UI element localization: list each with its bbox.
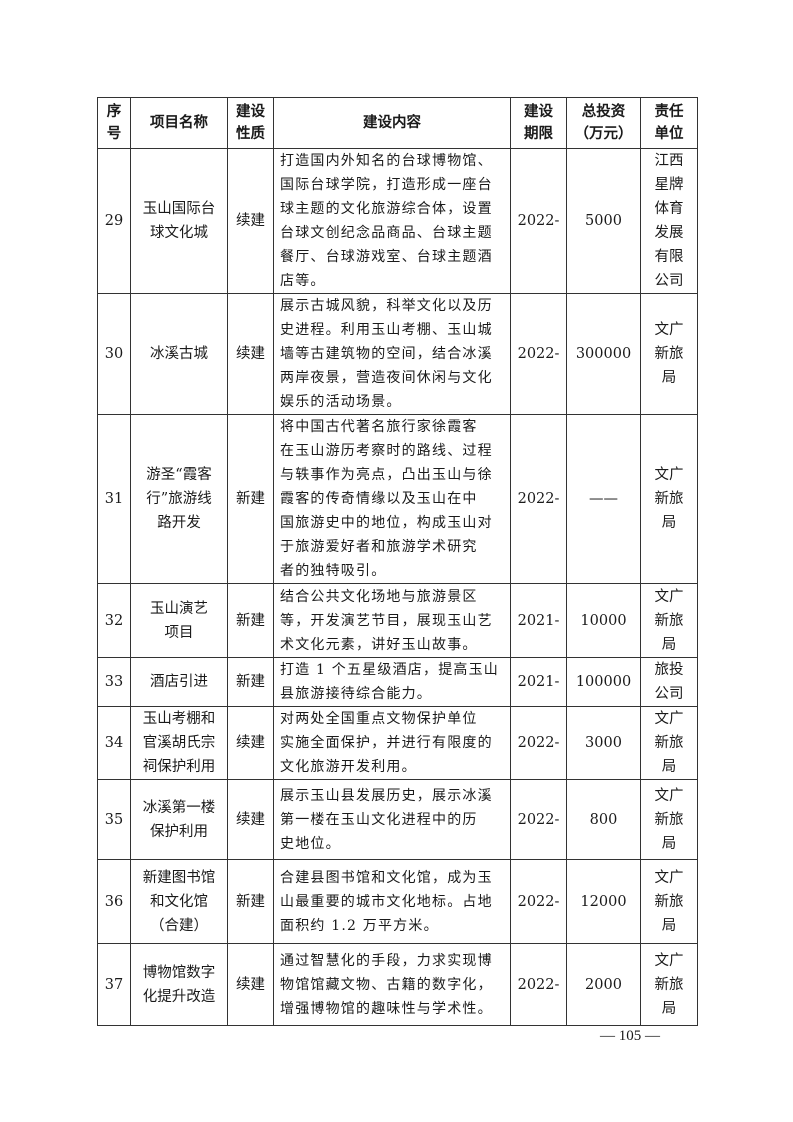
row-number: 36 — [97, 859, 131, 944]
row-number: 30 — [97, 293, 131, 415]
row-number: 33 — [97, 657, 131, 707]
project-table: 序 号 项目名称 建设 性质 建设内容 建设 期限 总投资 （万元） 责任 单位… — [97, 97, 698, 1026]
project-name: 游圣“霞客 行”旅游线 路开发 — [130, 414, 228, 584]
header-investment: 总投资 （万元） — [566, 97, 641, 149]
table-row: 32 玉山演艺 项目 新建 结合公共文化场地与旅游景区 等，开发演艺节目，展现玉山艺 … — [97, 583, 698, 658]
construction-period: 2022- — [510, 293, 567, 415]
construction-content: 对两处全国重点文物保护单位 实施全面保护，并进行有限度的 文化旅游开发利用。 — [273, 706, 511, 780]
header-type: 建设 性质 — [227, 97, 274, 149]
header-no: 序 号 — [97, 97, 131, 149]
construction-content: 展示玉山县发展历史，展示冰溪 第一楼在玉山文化进程中的历 史地位。 — [273, 779, 511, 860]
construction-period: 2022- — [510, 779, 567, 860]
construction-period: 2021- — [510, 657, 567, 707]
total-investment: 100000 — [566, 657, 641, 707]
construction-type: 续建 — [227, 706, 274, 780]
table-row: 31 游圣“霞客 行”旅游线 路开发 新建 将中国古代著名旅行家徐霞客 在玉山游历考察… — [97, 414, 698, 584]
total-investment: 300000 — [566, 293, 641, 415]
table-row: 33 酒店引进 新建 打造 1 个五星级酒店，提高玉山 县旅游接待综合能力。 2021-… — [97, 657, 698, 707]
construction-period: 2022- — [510, 148, 567, 294]
construction-content: 展示古城风貌，科举文化以及历 史进程。利用玉山考棚、玉山城 墙等古建筑物的空间，… — [273, 293, 511, 415]
construction-type: 续建 — [227, 779, 274, 860]
construction-content: 打造国内外知名的台球博物馆、 国际台球学院，打造形成一座台 球主题的文化旅游综合… — [273, 148, 511, 294]
project-name: 冰溪第一楼 保护利用 — [130, 779, 228, 860]
responsible-unit: 文广 新旅 局 — [640, 943, 698, 1026]
responsible-unit: 文广 新旅 局 — [640, 583, 698, 658]
total-investment: —— — [566, 414, 641, 584]
construction-type: 新建 — [227, 859, 274, 944]
header-row: 序 号 项目名称 建设 性质 建设内容 建设 期限 总投资 （万元） 责任 单位 — [97, 97, 698, 149]
page-number: — 105 — — [600, 1028, 660, 1044]
construction-type: 续建 — [227, 943, 274, 1026]
project-name: 新建图书馆 和文化馆 （合建） — [130, 859, 228, 944]
total-investment: 12000 — [566, 859, 641, 944]
row-number: 34 — [97, 706, 131, 780]
construction-content: 结合公共文化场地与旅游景区 等，开发演艺节目，展现玉山艺 术文化元素，讲好玉山故… — [273, 583, 511, 658]
construction-content: 合建县图书馆和文化馆，成为玉 山最重要的城市文化地标。占地 面积约 1.2 万平… — [273, 859, 511, 944]
project-name: 玉山演艺 项目 — [130, 583, 228, 658]
project-name: 冰溪古城 — [130, 293, 228, 415]
row-number: 31 — [97, 414, 131, 584]
total-investment: 800 — [566, 779, 641, 860]
responsible-unit: 文广 新旅 局 — [640, 706, 698, 780]
row-number: 32 — [97, 583, 131, 658]
construction-period: 2022- — [510, 943, 567, 1026]
construction-period: 2022- — [510, 859, 567, 944]
responsible-unit: 旅投 公司 — [640, 657, 698, 707]
row-number: 35 — [97, 779, 131, 860]
header-content: 建设内容 — [273, 97, 511, 149]
header-unit: 责任 单位 — [640, 97, 698, 149]
project-name: 博物馆数字 化提升改造 — [130, 943, 228, 1026]
responsible-unit: 文广 新旅 局 — [640, 414, 698, 584]
table-row: 37 博物馆数字 化提升改造 续建 通过智慧化的手段，力求实现博 物馆馆藏文物、古籍的… — [97, 943, 698, 1026]
row-number: 29 — [97, 148, 131, 294]
project-name: 酒店引进 — [130, 657, 228, 707]
total-investment: 5000 — [566, 148, 641, 294]
table-row: 36 新建图书馆 和文化馆 （合建） 新建 合建县图书馆和文化馆，成为玉 山最重要的城… — [97, 859, 698, 944]
responsible-unit: 文广 新旅 局 — [640, 779, 698, 860]
responsible-unit: 江西 星牌 体育 发展 有限 公司 — [640, 148, 698, 294]
total-investment: 10000 — [566, 583, 641, 658]
total-investment: 2000 — [566, 943, 641, 1026]
construction-type: 续建 — [227, 293, 274, 415]
construction-content: 将中国古代著名旅行家徐霞客 在玉山游历考察时的路线、过程 与轶事作为亮点，凸出玉… — [273, 414, 511, 584]
construction-type: 新建 — [227, 657, 274, 707]
construction-type: 续建 — [227, 148, 274, 294]
construction-type: 新建 — [227, 583, 274, 658]
responsible-unit: 文广 新旅 局 — [640, 859, 698, 944]
construction-period: 2022- — [510, 414, 567, 584]
table-row: 35 冰溪第一楼 保护利用 续建 展示玉山县发展历史，展示冰溪 第一楼在玉山文化进程中… — [97, 779, 698, 860]
row-number: 37 — [97, 943, 131, 1026]
project-name: 玉山国际台 球文化城 — [130, 148, 228, 294]
construction-period: 2021- — [510, 583, 567, 658]
construction-content: 通过智慧化的手段，力求实现博 物馆馆藏文物、古籍的数字化， 增强博物馆的趣味性与… — [273, 943, 511, 1026]
total-investment: 3000 — [566, 706, 641, 780]
table-row: 30 冰溪古城 续建 展示古城风貌，科举文化以及历 史进程。利用玉山考棚、玉山城 墙等… — [97, 293, 698, 415]
construction-content: 打造 1 个五星级酒店，提高玉山 县旅游接待综合能力。 — [273, 657, 511, 707]
responsible-unit: 文广 新旅 局 — [640, 293, 698, 415]
header-period: 建设 期限 — [510, 97, 567, 149]
project-name: 玉山考棚和 官溪胡氏宗 祠保护利用 — [130, 706, 228, 780]
header-name: 项目名称 — [130, 97, 228, 149]
table-row: 29 玉山国际台 球文化城 续建 打造国内外知名的台球博物馆、 国际台球学院，打造形成… — [97, 148, 698, 294]
construction-period: 2022- — [510, 706, 567, 780]
table-row: 34 玉山考棚和 官溪胡氏宗 祠保护利用 续建 对两处全国重点文物保护单位 实施全面保… — [97, 706, 698, 780]
construction-type: 新建 — [227, 414, 274, 584]
